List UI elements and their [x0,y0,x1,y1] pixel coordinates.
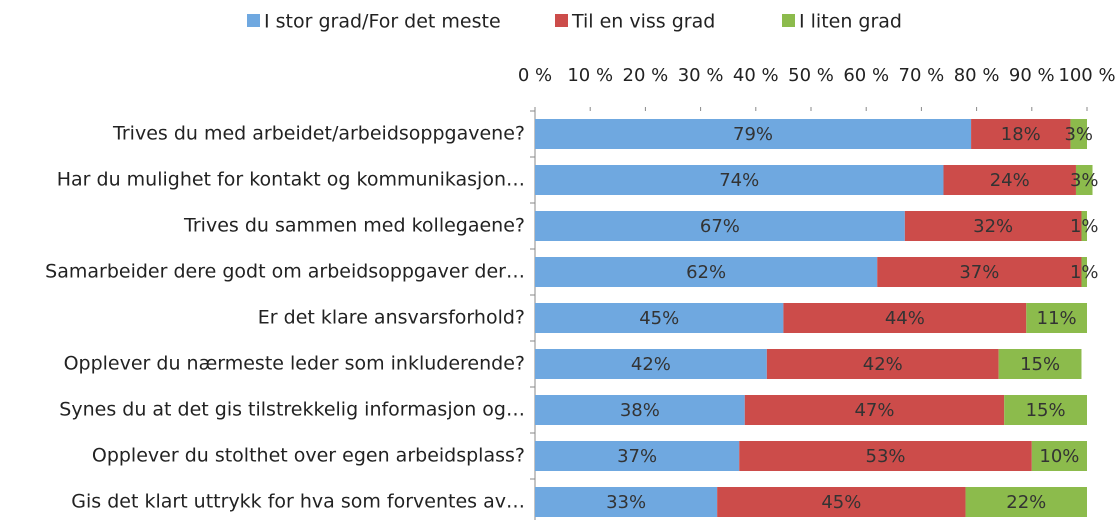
category-label: Opplever du nærmeste leder som inkludere… [64,353,525,375]
value-label: 15% [1020,354,1060,375]
value-label: 45% [821,492,861,513]
value-label: 3% [1070,170,1099,191]
value-label: 32% [973,216,1013,237]
category-label: Samarbeider dere godt om arbeidsoppgaver… [45,261,525,283]
bar-segment [1081,211,1087,241]
x-tick-label: 40 % [733,65,779,86]
value-label: 33% [606,492,646,513]
value-label: 62% [686,262,726,283]
bar-segment [535,119,972,149]
value-label: 42% [631,354,671,375]
legend-label: I stor grad/For det meste [264,11,501,33]
bar-segment [766,349,999,379]
value-label: 47% [854,400,894,421]
value-label: 67% [700,216,740,237]
value-label: 22% [1006,492,1046,513]
x-tick-label: 80 % [954,65,1000,86]
category-label: Trives du med arbeidet/arbeidsoppgavene? [112,123,525,145]
bar-segment [904,211,1082,241]
x-tick-label: 30 % [678,65,724,86]
value-label: 44% [885,308,925,329]
bar-segment [1075,165,1093,195]
x-tick-label: 90 % [1009,65,1055,86]
x-tick-label: 10 % [567,65,613,86]
value-label: 1% [1070,216,1099,237]
bar-segment [1026,303,1087,333]
value-label: 1% [1070,262,1099,283]
bar-segment [744,395,1005,425]
category-label: Har du mulighet for kontakt og kommunika… [57,169,525,191]
x-tick-label: 50 % [788,65,834,86]
bar-segment [1070,119,1087,149]
category-label: Trives du sammen med kollegaene? [183,215,525,237]
x-tick-label: 70 % [899,65,945,86]
category-label: Synes du at det gis tilstrekkelig inform… [59,399,525,421]
legend-label: Til en viss grad [571,11,715,33]
bar-segment [535,211,905,241]
bar-segment [998,349,1082,379]
legend-swatch [247,14,260,27]
bar-segment [943,165,1076,195]
bar-segment [535,165,944,195]
value-label: 79% [733,124,773,145]
bar-segment [739,441,1032,471]
value-label: 38% [620,400,660,421]
value-label: 11% [1037,308,1077,329]
x-tick-label: 0 % [518,65,552,86]
bar-segment [535,349,767,379]
value-label: 10% [1039,446,1079,467]
bar-segment [535,303,784,333]
x-tick-label: 100 % [1058,65,1115,86]
value-label: 24% [990,170,1030,191]
value-label: 37% [959,262,999,283]
bar-segment [535,257,878,287]
value-label: 15% [1026,400,1066,421]
legend-swatch [555,14,568,27]
value-label: 42% [863,354,903,375]
bar-segment [971,119,1071,149]
bar-segment [1004,395,1087,425]
bar-segment [535,487,718,517]
value-label: 53% [866,446,906,467]
value-label: 3% [1064,124,1093,145]
value-label: 37% [617,446,657,467]
x-tick-label: 60 % [843,65,889,86]
bar-segment [1081,257,1087,287]
bar-segment [965,487,1087,517]
legend-swatch [782,14,795,27]
value-label: 74% [719,170,759,191]
legend-label: I liten grad [799,11,902,33]
bar-segment [535,395,745,425]
bar-segment [717,487,966,517]
category-label: Er det klare ansvarsforhold? [258,307,525,329]
bar-segment [535,441,740,471]
category-label: Gis det klart uttrykk for hva som forven… [71,491,525,513]
x-tick-label: 20 % [623,65,669,86]
category-label: Opplever du stolthet over egen arbeidspl… [92,445,525,467]
bar-segment [877,257,1082,287]
value-label: 18% [1001,124,1041,145]
bar-segment [783,303,1027,333]
bar-segment [1031,441,1087,471]
value-label: 45% [639,308,679,329]
